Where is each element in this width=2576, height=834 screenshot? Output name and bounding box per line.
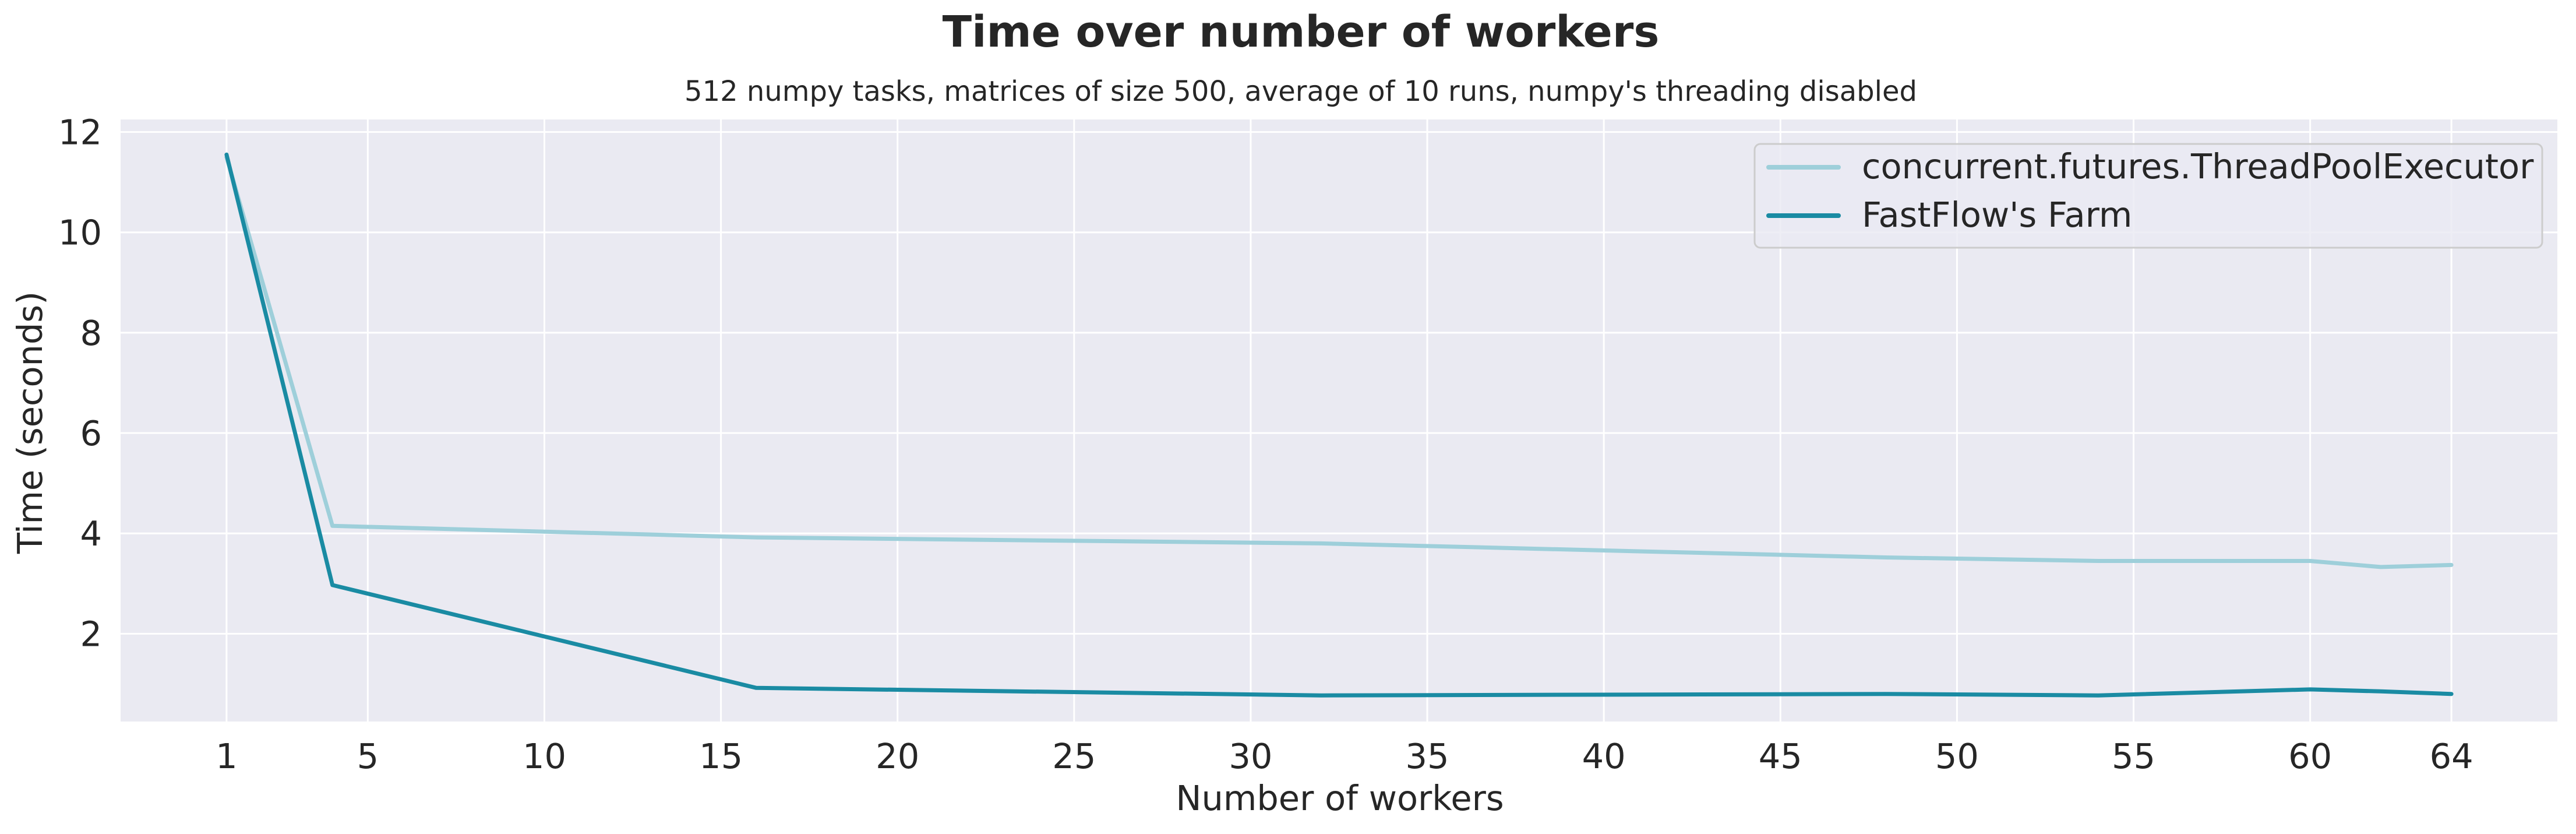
legend-label-threadpool: concurrent.futures.ThreadPoolExecutor	[1862, 146, 2534, 186]
y-tick-12: 12	[58, 112, 102, 153]
y-tick-4: 4	[80, 513, 102, 554]
x-tick-40: 40	[1582, 736, 1626, 776]
legend-frame	[1753, 143, 2543, 249]
x-tick-30: 30	[1229, 736, 1272, 776]
x-tick-labels: 1 5 10 15 20 25 30 35 40 45 50 55 60 64	[216, 736, 2473, 776]
y-tick-6: 6	[80, 413, 102, 453]
series-layer	[224, 152, 2454, 698]
x-tick-50: 50	[1935, 736, 1979, 776]
y-tick-2: 2	[80, 614, 102, 654]
y-axis-label: Time (seconds)	[10, 291, 50, 554]
y-tick-labels: 2 4 6 8 10 12	[58, 112, 102, 654]
x-tick-10: 10	[523, 736, 566, 776]
x-tick-60: 60	[2288, 736, 2332, 776]
x-axis-label: Number of workers	[1176, 778, 1504, 818]
x-tick-15: 15	[699, 736, 743, 776]
x-tick-20: 20	[876, 736, 919, 776]
x-tick-55: 55	[2112, 736, 2155, 776]
chart-subtitle: 512 numpy tasks, matrices of size 500, a…	[684, 75, 1917, 108]
x-tick-45: 45	[1759, 736, 1802, 776]
legend-label-fastflow: FastFlow's Farm	[1862, 195, 2132, 235]
y-tick-8: 8	[80, 313, 102, 353]
legend: concurrent.futures.ThreadPoolExecutor Fa…	[1753, 143, 2543, 249]
x-tick-35: 35	[1406, 736, 1449, 776]
x-tick-5: 5	[357, 736, 379, 776]
chart-title: Time over number of workers	[943, 7, 1660, 57]
series-line-fastflow	[224, 152, 2454, 698]
series-line-threadpool	[224, 155, 2454, 569]
x-tick-1: 1	[216, 736, 238, 776]
x-tick-64: 64	[2430, 736, 2473, 776]
y-tick-10: 10	[58, 213, 102, 253]
x-tick-25: 25	[1052, 736, 1096, 776]
